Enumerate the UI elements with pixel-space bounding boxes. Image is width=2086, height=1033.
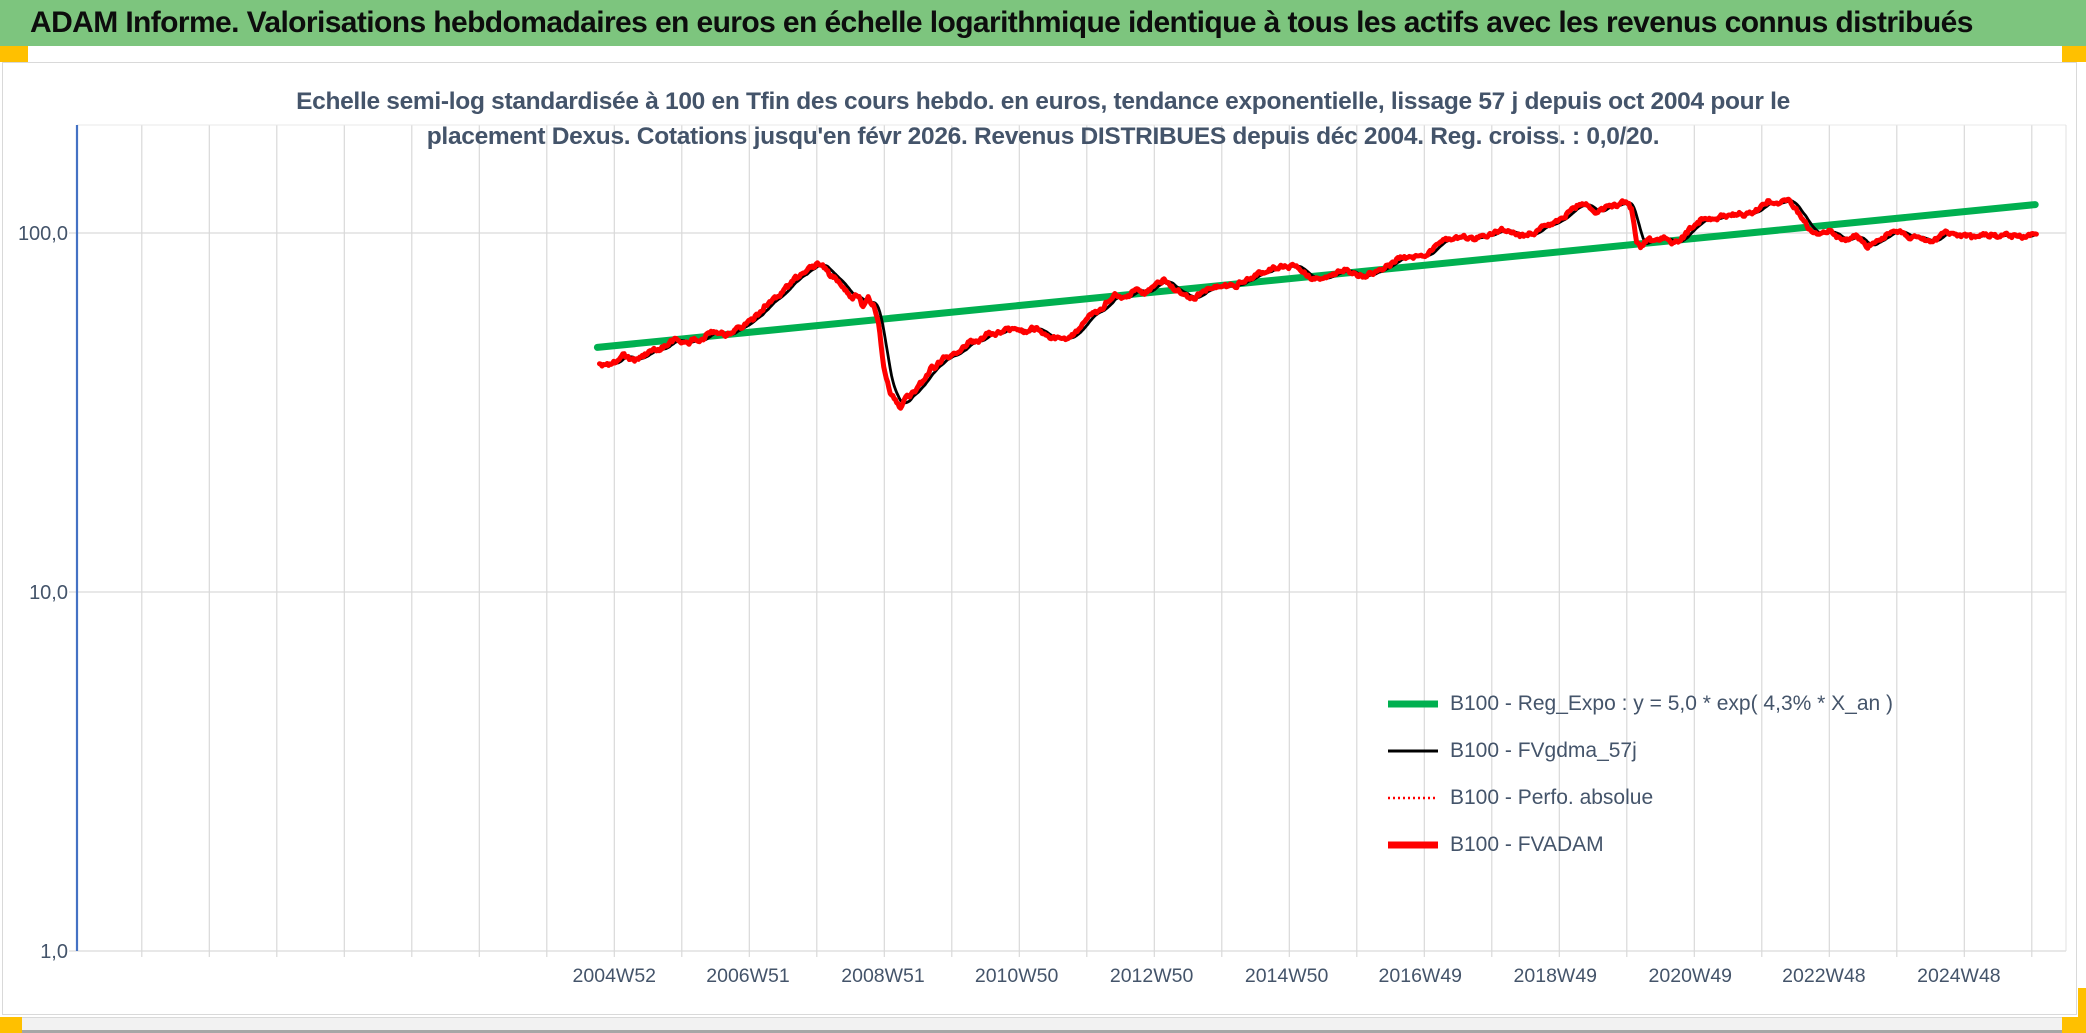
series-perfo-absolue-line [598,198,2038,409]
legend-item-fvgdma: B100 - FVgdma_57j [1388,727,1893,774]
black-line-swatch-icon [1388,749,1438,752]
legend-label: B100 - FVADAM [1450,832,1604,856]
x-axis-tick-label: 2008W51 [841,965,924,987]
x-axis-tick-label: 2018W49 [1514,965,1597,987]
series-fvadam-line [597,196,2039,411]
legend-item-fvadam: B100 - FVADAM [1388,821,1893,868]
corner-marker-top-left [0,46,28,62]
sheet-bottom-strip [0,1017,2086,1033]
x-axis-tick-label: 2004W52 [573,965,656,987]
x-axis-tick-label: 2020W49 [1649,965,1732,987]
chart-subtitle-line1: Echelle semi-log standardisée à 100 en T… [296,88,1790,115]
legend-item-perfo-absolue: B100 - Perfo. absolue [1388,774,1893,821]
x-axis-tick-label: 2006W51 [706,965,789,987]
green-trend-line-swatch-icon [1388,700,1438,707]
page-title: ADAM Informe. Valorisations hebdomadaire… [30,6,1973,39]
legend-label: B100 - Perfo. absolue [1450,785,1654,809]
corner-marker-bottom-right [2062,1017,2086,1033]
y-axis-tick-label: 100,0 [18,223,68,245]
red-line-swatch-icon [1388,841,1438,848]
corner-marker-right-edge [2078,988,2086,1017]
legend-label: B100 - Reg_Expo : y = 5,0 * exp( 4,3% * … [1450,691,1894,715]
red-dotted-line-swatch-icon [1388,796,1438,799]
x-axis-tick-label: 2024W48 [1917,965,2000,987]
corner-marker-bottom-left [0,1017,22,1033]
x-axis-tick-label: 2010W50 [975,965,1059,987]
legend-label: B100 - FVgdma_57j [1450,738,1637,762]
y-axis-tick-label: 10,0 [29,582,68,604]
chart-frame [2,62,2077,1015]
chart-subtitle-line2: placement Dexus. Cotations jusqu'en févr… [426,123,1660,150]
header-bar: ADAM Informe. Valorisations hebdomadaire… [0,0,2086,46]
x-axis-tick-label: 2014W50 [1245,965,1329,987]
legend: B100 - Reg_Expo : y = 5,0 * exp( 4,3% * … [1388,680,1893,868]
x-axis-tick-label: 2012W50 [1110,965,1194,987]
y-axis-tick-label: 1,0 [40,941,68,963]
corner-marker-top-right [2062,46,2086,62]
x-axis-tick-label: 2016W49 [1379,965,1462,987]
chart-subtitle: Echelle semi-log standardisée à 100 en T… [83,84,2003,154]
x-axis-tick-label: 2022W48 [1782,965,1865,987]
sheet-bottom-edge [0,1030,2086,1033]
legend-item-reg-expo: B100 - Reg_Expo : y = 5,0 * exp( 4,3% * … [1388,680,1893,727]
